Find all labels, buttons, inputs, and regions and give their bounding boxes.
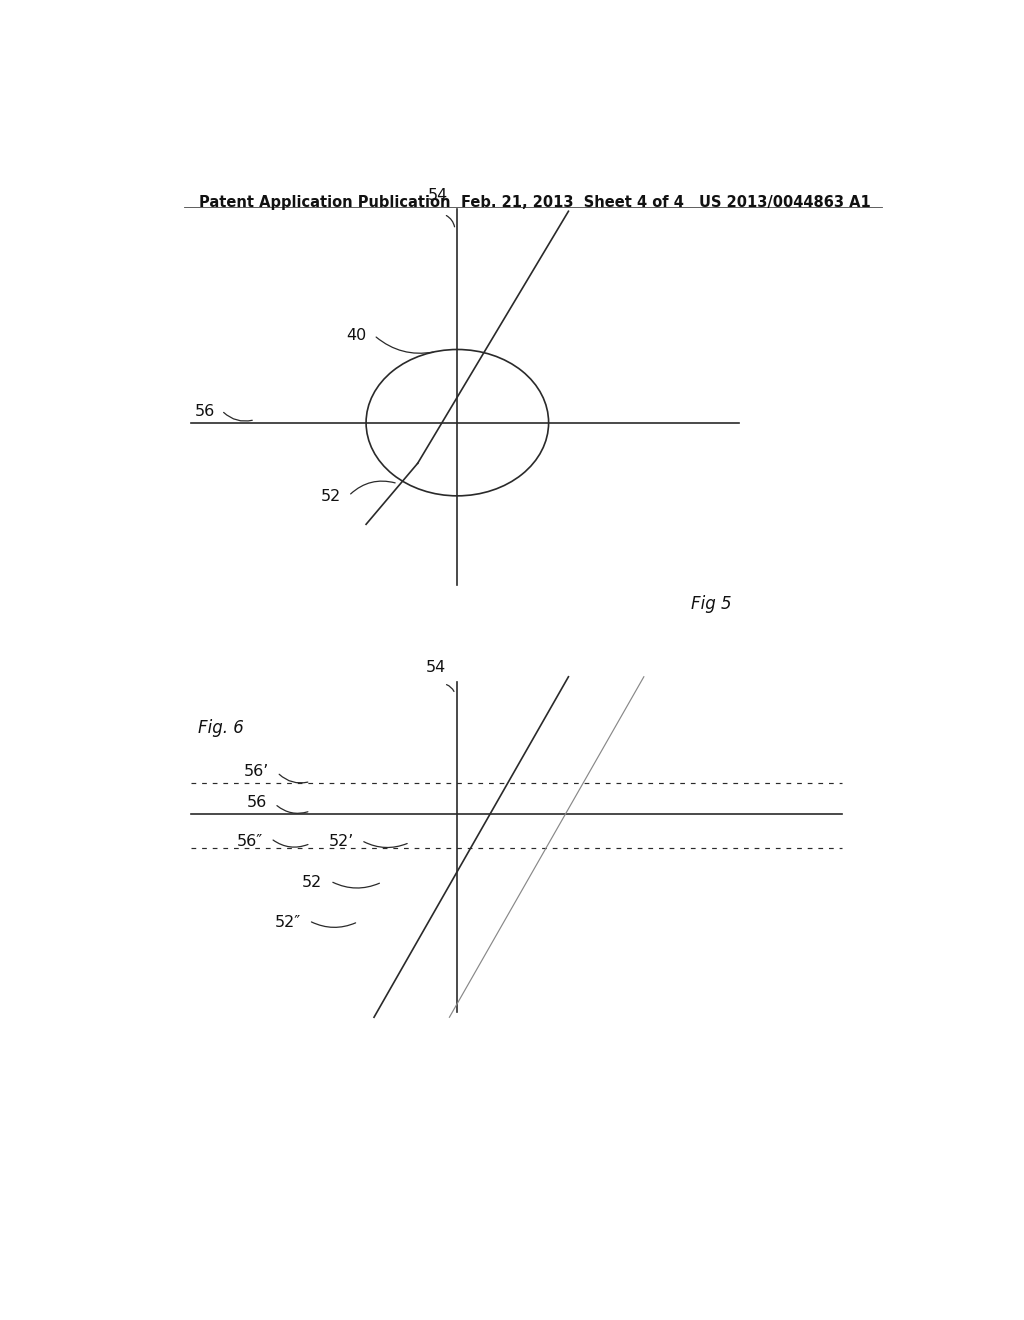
Text: 40: 40 bbox=[346, 327, 367, 343]
Text: 54: 54 bbox=[427, 189, 447, 203]
Text: 52″: 52″ bbox=[274, 915, 301, 931]
Text: US 2013/0044863 A1: US 2013/0044863 A1 bbox=[699, 195, 871, 210]
Text: 52’: 52’ bbox=[329, 834, 354, 849]
Text: 52: 52 bbox=[302, 875, 323, 890]
Text: 54: 54 bbox=[426, 660, 446, 675]
Text: Fig. 6: Fig. 6 bbox=[198, 719, 244, 738]
Text: Feb. 21, 2013  Sheet 4 of 4: Feb. 21, 2013 Sheet 4 of 4 bbox=[461, 195, 684, 210]
Text: 56″: 56″ bbox=[237, 834, 263, 849]
Text: Patent Application Publication: Patent Application Publication bbox=[200, 195, 451, 210]
Text: 56: 56 bbox=[195, 404, 215, 418]
Text: 56’: 56’ bbox=[244, 764, 269, 779]
Text: 52: 52 bbox=[321, 490, 341, 504]
Text: Fig 5: Fig 5 bbox=[691, 595, 732, 614]
Text: 56: 56 bbox=[247, 795, 267, 810]
